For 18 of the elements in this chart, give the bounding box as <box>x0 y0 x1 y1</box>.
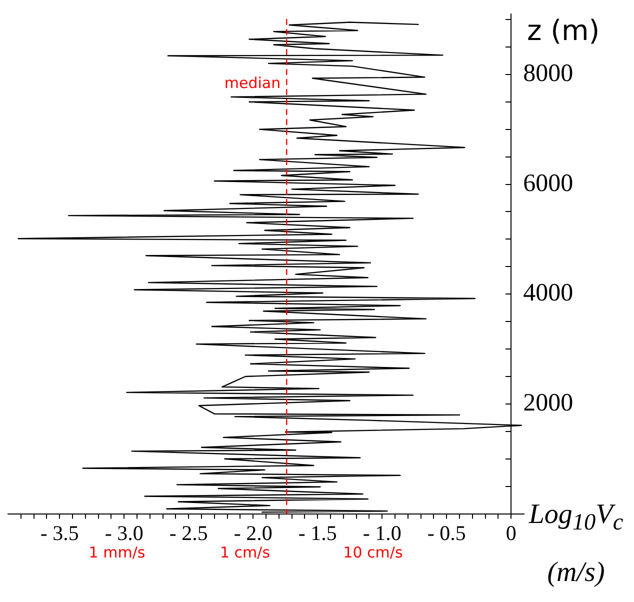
text: 1 mm/s <box>88 544 146 562</box>
x-tick-label: - 1.0 <box>362 520 402 545</box>
x-tick-label: - 1.5 <box>298 520 337 545</box>
x-axis-title: Log$_{10}$V$_{c}$ (m/s) <box>528 498 624 590</box>
x-tick-label: - 3.5 <box>40 520 79 545</box>
x-tick-label: - 3.0 <box>104 520 144 545</box>
x-tick-label: - 2.5 <box>169 520 208 545</box>
x-tick-label: - 2.0 <box>234 520 272 545</box>
y-tick-label: 6000 <box>523 170 574 197</box>
text: 10 cm/s <box>343 544 403 562</box>
x-tick-label: - 0.5 <box>427 520 466 545</box>
y-tick-label: 2000 <box>523 390 574 417</box>
y-tick-label: 4000 <box>523 280 574 307</box>
ref-line-label: median <box>224 74 281 92</box>
text: 1 cm/s <box>220 544 270 562</box>
y-axis-title: z (m) <box>527 14 600 47</box>
y-tick-label: 8000 <box>523 60 574 87</box>
x-tick-label: 0 <box>506 520 516 545</box>
